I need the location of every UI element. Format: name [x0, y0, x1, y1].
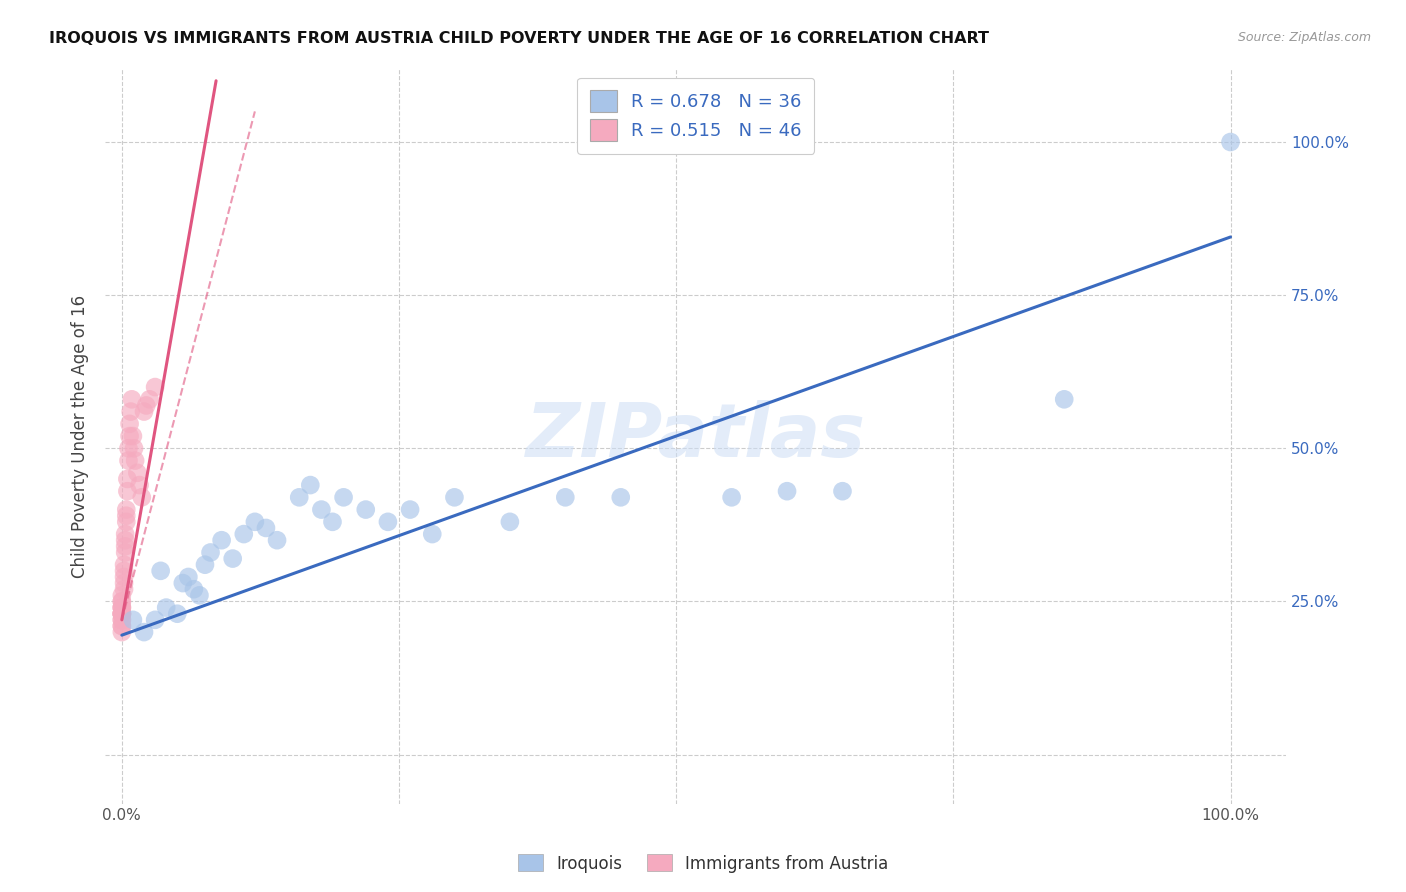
Point	[831, 484, 853, 499]
Point	[121, 392, 143, 407]
Point	[111, 600, 134, 615]
Point	[172, 576, 194, 591]
Point	[138, 392, 160, 407]
Point	[118, 417, 141, 431]
Point	[112, 576, 135, 591]
Point	[112, 570, 135, 584]
Point	[111, 619, 134, 633]
Point	[112, 564, 135, 578]
Point	[188, 588, 211, 602]
Point	[194, 558, 217, 572]
Point	[122, 429, 145, 443]
Point	[122, 613, 145, 627]
Point	[115, 515, 138, 529]
Point	[117, 442, 139, 456]
Point	[114, 545, 136, 559]
Point	[112, 558, 135, 572]
Point	[243, 515, 266, 529]
Point	[114, 527, 136, 541]
Point	[266, 533, 288, 548]
Point	[1053, 392, 1076, 407]
Point	[115, 508, 138, 523]
Point	[232, 527, 254, 541]
Point	[610, 491, 633, 505]
Point	[128, 478, 150, 492]
Point	[114, 533, 136, 548]
Point	[399, 502, 422, 516]
Point	[111, 607, 134, 621]
Y-axis label: Child Poverty Under the Age of 16: Child Poverty Under the Age of 16	[72, 294, 89, 578]
Point	[115, 502, 138, 516]
Point	[420, 527, 443, 541]
Point	[112, 582, 135, 597]
Point	[776, 484, 799, 499]
Point	[117, 484, 139, 499]
Point	[131, 491, 153, 505]
Point	[200, 545, 222, 559]
Point	[288, 491, 311, 505]
Text: Source: ZipAtlas.com: Source: ZipAtlas.com	[1237, 31, 1371, 45]
Point	[111, 594, 134, 608]
Point	[114, 539, 136, 553]
Point	[120, 404, 142, 418]
Point	[111, 613, 134, 627]
Point	[377, 515, 399, 529]
Point	[111, 607, 134, 621]
Point	[254, 521, 277, 535]
Point	[222, 551, 245, 566]
Point	[443, 491, 465, 505]
Text: IROQUOIS VS IMMIGRANTS FROM AUSTRIA CHILD POVERTY UNDER THE AGE OF 16 CORRELATIO: IROQUOIS VS IMMIGRANTS FROM AUSTRIA CHIL…	[49, 31, 990, 46]
Point	[183, 582, 205, 597]
Point	[1219, 135, 1241, 149]
Point	[111, 600, 134, 615]
Point	[499, 515, 522, 529]
Point	[111, 619, 134, 633]
Point	[166, 607, 188, 621]
Point	[122, 442, 145, 456]
Point	[124, 453, 146, 467]
Point	[111, 600, 134, 615]
Point	[118, 429, 141, 443]
Legend: R = 0.678   N = 36, R = 0.515   N = 46: R = 0.678 N = 36, R = 0.515 N = 46	[576, 78, 814, 154]
Point	[299, 478, 322, 492]
Point	[111, 607, 134, 621]
Point	[111, 607, 134, 621]
Point	[127, 466, 149, 480]
Point	[143, 380, 166, 394]
Text: ZIPatlas: ZIPatlas	[526, 400, 866, 473]
Point	[143, 613, 166, 627]
Point	[117, 453, 139, 467]
Point	[135, 399, 157, 413]
Point	[177, 570, 200, 584]
Point	[111, 613, 134, 627]
Point	[720, 491, 742, 505]
Point	[332, 491, 354, 505]
Point	[117, 472, 139, 486]
Point	[132, 404, 155, 418]
Point	[354, 502, 377, 516]
Point	[321, 515, 343, 529]
Point	[111, 588, 134, 602]
Point	[554, 491, 576, 505]
Legend: Iroquois, Immigrants from Austria: Iroquois, Immigrants from Austria	[510, 847, 896, 880]
Point	[311, 502, 333, 516]
Point	[111, 594, 134, 608]
Point	[155, 600, 177, 615]
Point	[111, 607, 134, 621]
Point	[111, 625, 134, 640]
Point	[132, 625, 155, 640]
Point	[211, 533, 233, 548]
Point	[149, 564, 172, 578]
